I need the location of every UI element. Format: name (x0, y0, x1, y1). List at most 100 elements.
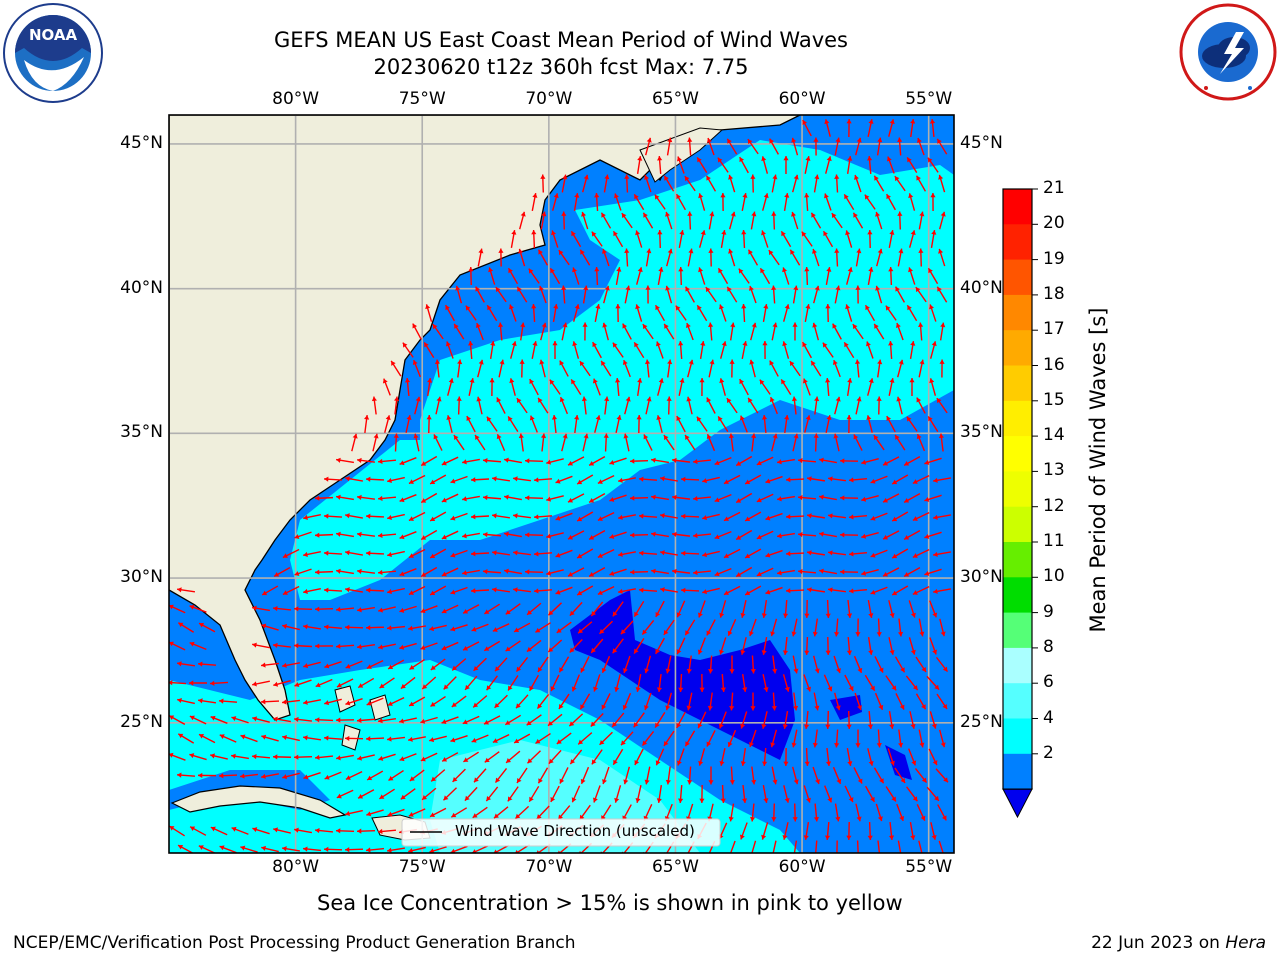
wave-direction-arrow (676, 156, 685, 174)
wave-direction-arrow (434, 359, 441, 378)
wave-direction-arrow (547, 713, 563, 727)
wave-direction-arrow (782, 304, 790, 322)
wave-direction-arrow (671, 494, 691, 500)
wave-direction-arrow (528, 674, 540, 692)
wave-direction-arrow (408, 696, 426, 707)
wave-direction-arrow (822, 342, 834, 358)
wave-direction-arrow (897, 248, 904, 267)
wave-direction-arrow (590, 712, 604, 728)
wave-direction-arrow (707, 137, 715, 156)
wave-direction-arrow (812, 766, 820, 785)
wave-direction-arrow (494, 694, 508, 709)
wave-direction-arrow (741, 193, 748, 211)
wave-direction-arrow (924, 457, 942, 465)
wave-direction-arrow (727, 729, 737, 748)
wave-direction-arrow (472, 695, 488, 708)
wave-direction-arrow (675, 193, 687, 211)
wave-direction-arrow (323, 846, 343, 852)
wave-direction-arrow (770, 729, 778, 748)
wave-direction-arrow (855, 137, 862, 156)
wave-direction-arrow (570, 378, 582, 396)
wave-direction-arrow (676, 711, 686, 729)
wave-direction-arrow (791, 766, 799, 785)
wave-direction-arrow (556, 732, 572, 745)
wave-direction-arrow (413, 433, 420, 452)
wave-direction-arrow (728, 174, 736, 193)
wave-direction-arrow (357, 677, 375, 689)
wave-direction-arrow (423, 341, 435, 359)
wave-direction-arrow (908, 193, 916, 211)
wave-direction-arrow (644, 766, 651, 785)
wave-direction-arrow (678, 673, 684, 693)
wave-direction-arrow (324, 698, 342, 706)
wave-direction-arrow (572, 267, 580, 285)
wave-direction-arrow (866, 415, 873, 433)
wave-direction-arrow (915, 286, 927, 303)
wave-direction-arrow (189, 641, 207, 651)
wave-direction-arrow (912, 512, 930, 521)
wave-direction-arrow (846, 414, 852, 434)
wave-direction-arrow (314, 717, 334, 723)
wave-direction-arrow (176, 587, 196, 593)
wave-direction-arrow (357, 789, 375, 799)
wave-direction-arrow (420, 455, 438, 467)
wave-direction-arrow (602, 766, 610, 785)
wave-direction-arrow (777, 458, 795, 465)
wave-direction-arrow (384, 415, 391, 433)
wave-direction-arrow (759, 267, 771, 285)
wave-direction-arrow (783, 747, 789, 767)
wave-direction-arrow (782, 267, 790, 285)
wave-direction-arrow (834, 174, 840, 193)
wave-direction-arrow (771, 322, 778, 341)
wave-direction-arrow (813, 692, 820, 711)
wave-direction-arrow (789, 249, 801, 266)
wave-direction-arrow (861, 569, 879, 576)
wave-direction-arrow (780, 230, 792, 248)
wave-direction-arrow (924, 568, 942, 576)
wave-direction-arrow (843, 341, 855, 359)
wave-direction-arrow (771, 174, 778, 193)
wave-direction-arrow (723, 548, 741, 559)
wave-direction-arrow (906, 416, 918, 432)
wave-direction-arrow (231, 753, 249, 760)
wave-direction-arrow (726, 138, 738, 155)
wave-direction-arrow (814, 396, 820, 415)
wave-direction-arrow (535, 622, 551, 633)
wave-direction-arrow (198, 845, 216, 853)
wave-direction-arrow (464, 786, 478, 802)
wave-direction-arrow (671, 457, 691, 463)
wave-direction-arrow (282, 585, 300, 596)
wave-direction-arrow (861, 458, 879, 465)
wave-direction-arrow (697, 600, 706, 618)
wave-direction-arrow (581, 174, 589, 193)
wave-direction-arrow (387, 696, 405, 707)
wave-direction-arrow (891, 548, 909, 559)
wave-direction-arrow (685, 322, 694, 341)
wave-direction-arrow (876, 396, 882, 415)
wave-direction-arrow (549, 379, 561, 395)
wave-direction-arrow (371, 396, 377, 415)
wave-direction-arrow (378, 753, 396, 761)
wave-direction-arrow (446, 415, 453, 433)
wave-direction-arrow (645, 396, 652, 415)
wave-direction-arrow (189, 715, 207, 725)
wave-direction-arrow (651, 531, 669, 538)
wave-direction-arrow (176, 661, 196, 667)
wave-direction-arrow (875, 803, 883, 822)
wave-direction-arrow (335, 494, 355, 501)
wave-direction-arrow (685, 286, 695, 303)
wave-direction-arrow (844, 785, 854, 803)
colorbar-segment (1003, 542, 1032, 578)
wave-direction-arrow (635, 674, 642, 692)
wave-direction-arrow (615, 377, 621, 397)
wave-direction-arrow (726, 286, 738, 303)
wave-direction-arrow (729, 655, 735, 674)
wave-direction-arrow (663, 730, 675, 747)
wave-direction-arrow (518, 433, 524, 452)
wave-direction-arrow (854, 174, 862, 193)
wave-direction-arrow (576, 511, 594, 522)
wave-direction-arrow (531, 193, 538, 211)
wave-direction-arrow (623, 655, 631, 674)
wave-direction-arrow (886, 415, 896, 433)
wave-direction-arrow (769, 360, 779, 377)
